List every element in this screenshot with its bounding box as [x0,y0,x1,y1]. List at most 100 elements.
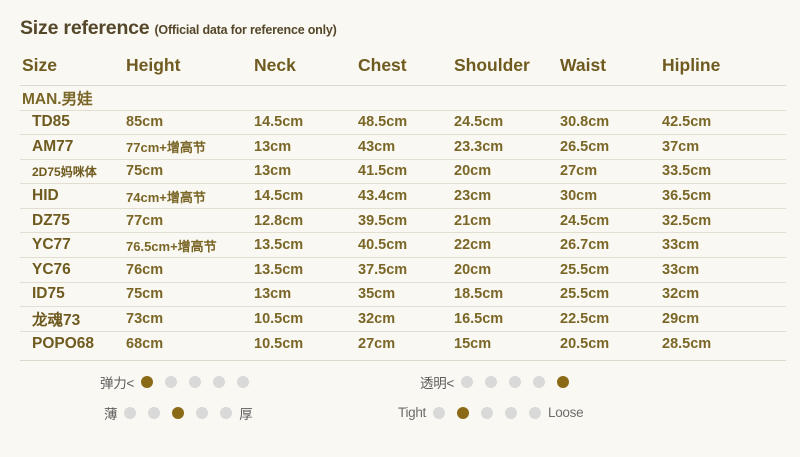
cell-size: YC76 [20,257,124,283]
cell-height: 75cm [124,281,252,307]
column-header-chest: Chest [356,50,452,86]
rating-transparency-dots [460,375,569,388]
page-subtitle: (Official data for reference only) [154,23,337,37]
cell-chest: 40.5cm [356,232,452,258]
cell-size: POPO68 [20,330,124,356]
table-row: YC77 76.5cm+增高节 13.5cm 40.5cm 22cm 26.7c… [20,232,786,258]
table-group-row: MAN.男娃 [20,85,786,110]
cell-hipline: 33.5cm [660,158,786,184]
table-row: 龙魂73 73cm 10.5cm 32cm 16.5cm 22.5cm 29cm [20,306,786,332]
cell-shoulder: 24.5cm [452,109,558,135]
table-row: POPO68 68cm 10.5cm 27cm 15cm 20.5cm 28.5… [20,330,786,356]
rating-dot [508,375,521,388]
rating-thickness-label-end: 厚 [239,406,253,422]
cell-shoulder: 23cm [452,183,558,209]
cell-size: HID [20,183,124,209]
rating-dot [236,375,249,388]
rating-fit: Tight Loose [380,405,584,420]
rating-dot-active [457,406,470,419]
table-row: AM77 77cm+增高节 13cm 43cm 23.3cm 26.5cm 37… [20,134,786,160]
column-header-shoulder: Shoulder [452,50,558,86]
cell-chest: 43cm [356,134,452,160]
table-row: YC76 76cm 13.5cm 37.5cm 20cm 25.5cm 33cm [20,257,786,283]
rating-dot [148,406,161,419]
rating-dot-active [556,375,569,388]
rating-elasticity: 弹力< [20,372,380,392]
cell-chest: 37.5cm [356,257,452,283]
cell-chest: 32cm [356,306,452,332]
cell-shoulder: 20cm [452,257,558,283]
cell-height: 76cm [124,257,252,283]
cell-shoulder: 15cm [452,330,558,356]
cell-waist: 25.5cm [558,257,660,283]
rating-transparency-label: 透明< [420,375,454,391]
rating-dot [433,406,446,419]
cell-hipline: 33cm [660,257,786,283]
size-table-wrap: Size Height Neck Chest Shoulder Waist Hi… [0,50,800,356]
rating-thickness: 薄 厚 [20,403,380,423]
cell-waist: 22.5cm [558,306,660,332]
rating-dot [529,406,542,419]
cell-height: 68cm [124,330,252,356]
cell-size: 龙魂73 [20,306,124,332]
cell-neck: 13.5cm [252,257,356,283]
cell-size: AM77 [20,134,124,160]
cell-neck: 14.5cm [252,109,356,135]
rating-dot-active [140,375,153,388]
cell-height: 75cm [124,158,252,184]
cell-size: TD85 [20,109,124,135]
table-header-row: Size Height Neck Chest Shoulder Waist Hi… [20,50,786,86]
rating-dot [188,375,201,388]
cell-waist: 26.7cm [558,232,660,258]
rating-dot [124,406,137,419]
table-body: MAN.男娃 TD85 85cm 14.5cm 48.5cm 24.5cm 30… [20,85,786,356]
column-header-neck: Neck [252,50,356,86]
cell-size: DZ75 [20,207,124,233]
cell-hipline: 37cm [660,134,786,160]
table-head: Size Height Neck Chest Shoulder Waist Hi… [20,50,786,86]
cell-shoulder: 20cm [452,158,558,184]
cell-waist: 24.5cm [558,207,660,233]
cell-neck: 10.5cm [252,330,356,356]
cell-chest: 27cm [356,330,452,356]
cell-neck: 13cm [252,134,356,160]
cell-chest: 39.5cm [356,207,452,233]
rating-thickness-dots [124,406,233,419]
cell-neck: 13.5cm [252,232,356,258]
rating-dot [505,406,518,419]
cell-shoulder: 21cm [452,207,558,233]
cell-shoulder: 22cm [452,232,558,258]
cell-chest: 41.5cm [356,158,452,184]
cell-hipline: 42.5cm [660,109,786,135]
rating-dot-active [172,406,185,419]
cell-size: ID75 [20,281,124,307]
cell-height: 73cm [124,306,252,332]
cell-chest: 43.4cm [356,183,452,209]
rating-fit-dots [433,406,542,419]
rating-dot [220,406,233,419]
ratings-row-bottom: 薄 厚 Tight Loose [20,403,786,423]
cell-chest: 48.5cm [356,109,452,135]
cell-height: 85cm [124,109,252,135]
cell-waist: 26.5cm [558,134,660,160]
cell-height: 77cm [124,207,252,233]
cell-waist: 25.5cm [558,281,660,307]
group-label-man: MAN.男娃 [22,90,93,108]
size-table: Size Height Neck Chest Shoulder Waist Hi… [20,50,786,356]
ratings-section: 弹力< 透明< 薄 厚 Tight Loose [20,359,786,457]
rating-dot [212,375,225,388]
cell-chest: 35cm [356,281,452,307]
table-row: HID 74cm+增高节 14.5cm 43.4cm 23cm 30cm 36.… [20,183,786,209]
cell-neck: 12.8cm [252,207,356,233]
ratings-row-top: 弹力< 透明< [20,372,786,392]
cell-shoulder: 23.3cm [452,134,558,160]
cell-height: 77cm+增高节 [124,134,252,160]
rating-dot [484,375,497,388]
table-row: ID75 75cm 13cm 35cm 18.5cm 25.5cm 32cm [20,281,786,307]
cell-shoulder: 18.5cm [452,281,558,307]
cell-hipline: 33cm [660,232,786,258]
table-row: TD85 85cm 14.5cm 48.5cm 24.5cm 30.8cm 42… [20,109,786,135]
rating-transparency: 透明< [380,372,569,392]
column-header-height: Height [124,50,252,86]
